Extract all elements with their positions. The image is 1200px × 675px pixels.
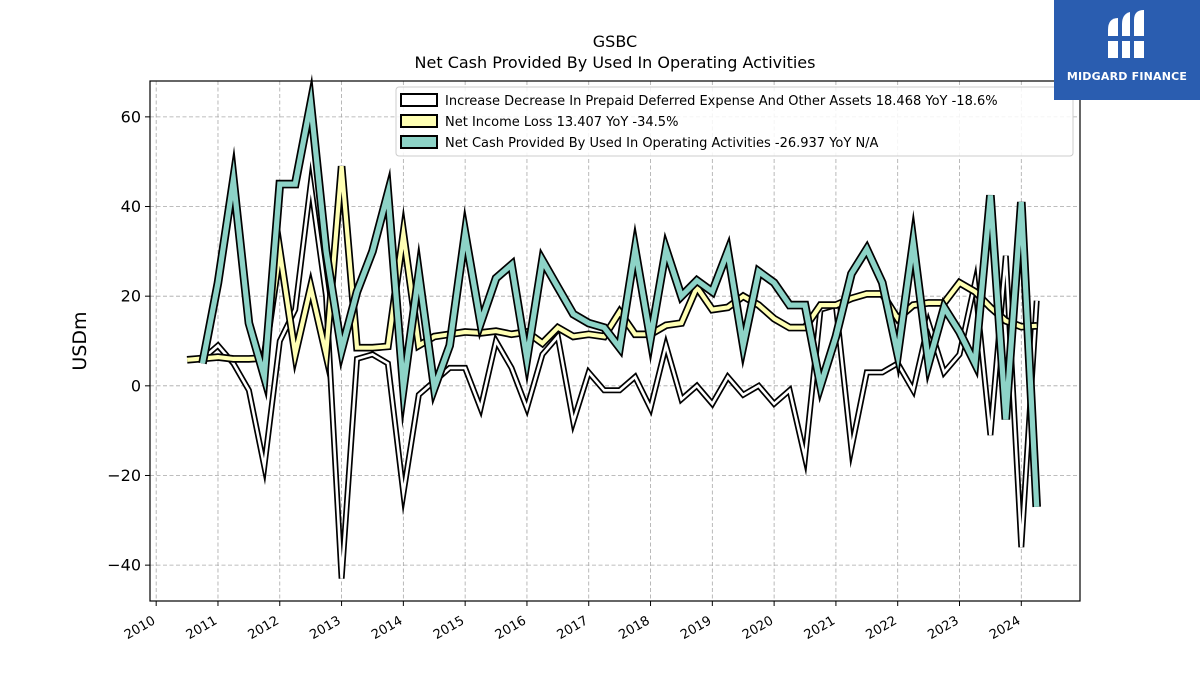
legend-box bbox=[395, 86, 1074, 157]
x-tick-label: 2021 bbox=[802, 613, 838, 643]
series-lines bbox=[186, 74, 1041, 579]
x-tick-label: 2018 bbox=[616, 613, 652, 643]
x-tick-label: 2012 bbox=[246, 613, 282, 643]
y-tick-label: 20 bbox=[121, 287, 141, 306]
legend-swatch-prepaid bbox=[400, 93, 438, 107]
y-tick-label: 40 bbox=[121, 197, 141, 216]
x-tick-label: 2010 bbox=[122, 613, 158, 643]
brand-name: MIDGARD FINANCE bbox=[1066, 70, 1188, 83]
legend: Increase Decrease In Prepaid Deferred Ex… bbox=[395, 86, 1074, 157]
y-tick-label: 60 bbox=[121, 107, 141, 126]
legend-swatch-operating-cash bbox=[400, 135, 438, 149]
series-operating-cash bbox=[198, 74, 1041, 508]
y-tick-label: −40 bbox=[107, 556, 141, 575]
x-tick-label: 2017 bbox=[555, 613, 591, 643]
x-tick-label: 2014 bbox=[369, 613, 405, 643]
series-net-income-line bbox=[186, 166, 1037, 369]
series-net-income bbox=[186, 165, 1037, 380]
x-tick-label: 2013 bbox=[307, 613, 343, 643]
y-tick-label: 0 bbox=[131, 376, 141, 395]
x-tick-label: 2020 bbox=[740, 613, 776, 643]
chart-subtitle: Net Cash Provided By Used In Operating A… bbox=[415, 53, 816, 72]
midgard-logo-icon bbox=[1106, 10, 1146, 58]
y-tick-label: −20 bbox=[107, 466, 141, 485]
plot-frame bbox=[149, 80, 1081, 602]
x-tick-label: 2011 bbox=[184, 613, 220, 643]
x-tick-label: 2016 bbox=[493, 613, 529, 643]
x-tick-label: 2019 bbox=[678, 613, 714, 643]
x-tick-label: 2024 bbox=[987, 613, 1023, 643]
legend-swatch-net-income bbox=[400, 114, 438, 128]
brand-logo: MIDGARD FINANCE bbox=[1054, 0, 1200, 100]
y-axis-label: USDm bbox=[69, 311, 91, 370]
legend-label-net-income: Net Income Loss 13.407 YoY -34.5% bbox=[445, 115, 678, 130]
legend-label-operating-cash: Net Cash Provided By Used In Operating A… bbox=[445, 136, 879, 151]
legend-label-prepaid: Increase Decrease In Prepaid Deferred Ex… bbox=[445, 94, 998, 109]
x-tick-label: 2022 bbox=[864, 613, 900, 643]
chart-title: GSBC bbox=[593, 32, 637, 51]
x-tick-label: 2015 bbox=[431, 613, 467, 643]
series-operating-cash-line bbox=[199, 85, 1040, 508]
x-tick-label: 2023 bbox=[925, 613, 961, 643]
